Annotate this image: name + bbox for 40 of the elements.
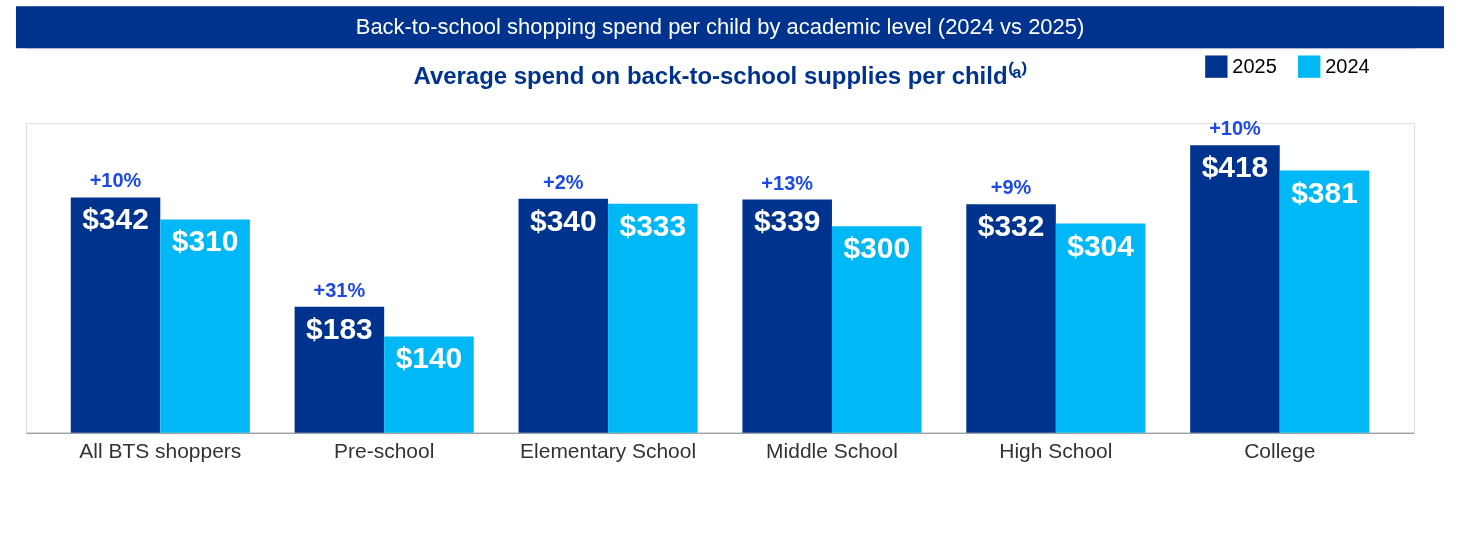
- data-label: $418: [1201, 150, 1269, 184]
- bar: [742, 199, 832, 433]
- annotation: +31%: [313, 278, 366, 301]
- x-tick-label: High School: [999, 439, 1113, 463]
- bar: [966, 204, 1056, 433]
- annotation: +13%: [761, 171, 814, 194]
- data-label: $140: [395, 341, 463, 375]
- bar: [608, 203, 698, 433]
- data-label: $340: [529, 203, 597, 237]
- x-tick-label: Middle School: [766, 439, 898, 463]
- legend-label: 2024: [1325, 54, 1370, 77]
- x-tick-label: Pre-school: [334, 439, 435, 463]
- legend-label: 2025: [1232, 54, 1277, 77]
- annotation: +9%: [990, 176, 1032, 199]
- annotation: +10%: [89, 169, 142, 192]
- data-label: $183: [306, 311, 373, 345]
- bar: [160, 219, 250, 433]
- data-label: $342: [82, 202, 149, 236]
- bar: [831, 226, 922, 433]
- chart-subtitle: Average spend on back-to-school supplies per child⁽ᵃ⁾: [413, 61, 1027, 90]
- bar: [70, 197, 161, 433]
- annotation: +10%: [1209, 117, 1262, 140]
- bar: [384, 336, 474, 433]
- data-label: $333: [619, 208, 687, 242]
- data-label: $339: [753, 204, 821, 238]
- data-label: $332: [977, 209, 1045, 243]
- chart-title: Back-to-school shopping spend per child by academic level (2024 vs 2025): [355, 14, 1085, 40]
- bar: [1190, 145, 1280, 433]
- data-label: $300: [843, 231, 911, 265]
- data-label: $310: [171, 224, 239, 258]
- x-tick-label: All BTS shoppers: [79, 439, 242, 463]
- bar: [518, 198, 609, 433]
- data-label: $304: [1067, 228, 1135, 262]
- annotation: +2%: [543, 170, 584, 193]
- bar: [294, 306, 385, 433]
- x-tick-label: College: [1244, 439, 1316, 463]
- x-tick-label: Elementary School: [520, 439, 697, 463]
- data-label: $381: [1291, 175, 1358, 209]
- bar: [1279, 170, 1370, 433]
- bar: [1055, 223, 1146, 433]
